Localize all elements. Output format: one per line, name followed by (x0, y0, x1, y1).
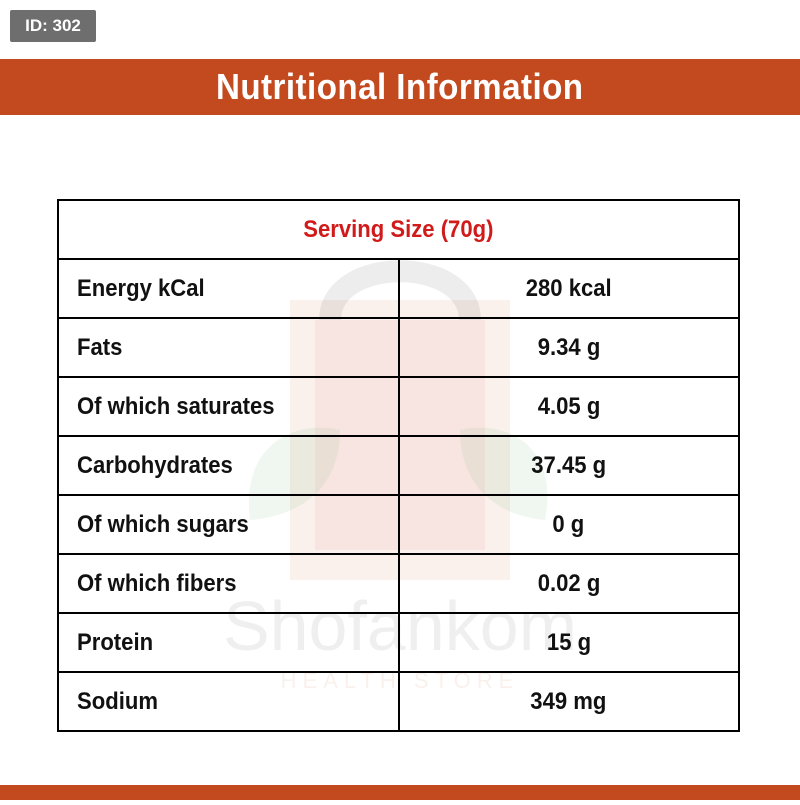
table-row: Sodium 349 mg (57, 671, 740, 732)
row-value-text: 4.05 g (537, 392, 601, 420)
serving-row: Serving Size (70g) (57, 199, 740, 260)
table-row: Of which saturates 4.05 g (57, 376, 740, 437)
row-value: 0.02 g (397, 553, 740, 614)
row-label-text: Fats (77, 333, 123, 361)
bottom-band (0, 785, 800, 800)
row-label: Of which saturates (57, 376, 400, 437)
row-value: 4.05 g (397, 376, 740, 437)
row-label-text: Of which saturates (77, 392, 275, 420)
serving-size-label: Serving Size (70g) (303, 215, 494, 243)
serving-size-cell: Serving Size (70g) (57, 199, 740, 260)
id-badge-label: ID: 302 (25, 16, 81, 35)
row-label-text: Energy kCal (77, 274, 205, 302)
row-value: 349 mg (397, 671, 740, 732)
row-label: Of which fibers (57, 553, 400, 614)
table-row: Energy kCal 280 kcal (57, 258, 740, 319)
row-label-text: Of which fibers (77, 569, 237, 597)
row-label: Energy kCal (57, 258, 400, 319)
row-value: 15 g (397, 612, 740, 673)
row-value-text: 0 g (552, 510, 585, 538)
row-value: 0 g (397, 494, 740, 555)
row-value-text: 37.45 g (531, 451, 607, 479)
row-label: Sodium (57, 671, 400, 732)
page-title: Nutritional Information (216, 66, 584, 107)
row-value-text: 9.34 g (537, 333, 601, 361)
table-row: Fats 9.34 g (57, 317, 740, 378)
title-band: Nutritional Information (0, 59, 800, 115)
row-value-text: 15 g (546, 628, 591, 656)
row-value-text: 349 mg (530, 687, 607, 715)
row-label: Fats (57, 317, 400, 378)
row-label: Carbohydrates (57, 435, 400, 496)
table-row: Carbohydrates 37.45 g (57, 435, 740, 496)
row-label-text: Carbohydrates (77, 451, 233, 479)
row-label-text: Of which sugars (77, 510, 249, 538)
id-badge: ID: 302 (10, 10, 96, 42)
row-label-text: Protein (77, 628, 154, 656)
nutrition-table: Serving Size (70g) Energy kCal 280 kcal … (57, 199, 740, 732)
table-row: Of which fibers 0.02 g (57, 553, 740, 614)
row-value: 37.45 g (397, 435, 740, 496)
row-value-text: 280 kcal (525, 274, 612, 302)
row-value: 9.34 g (397, 317, 740, 378)
table-row: Of which sugars 0 g (57, 494, 740, 555)
row-value: 280 kcal (397, 258, 740, 319)
row-label: Protein (57, 612, 400, 673)
row-label-text: Sodium (77, 687, 158, 715)
table-row: Protein 15 g (57, 612, 740, 673)
row-value-text: 0.02 g (537, 569, 601, 597)
row-label: Of which sugars (57, 494, 400, 555)
